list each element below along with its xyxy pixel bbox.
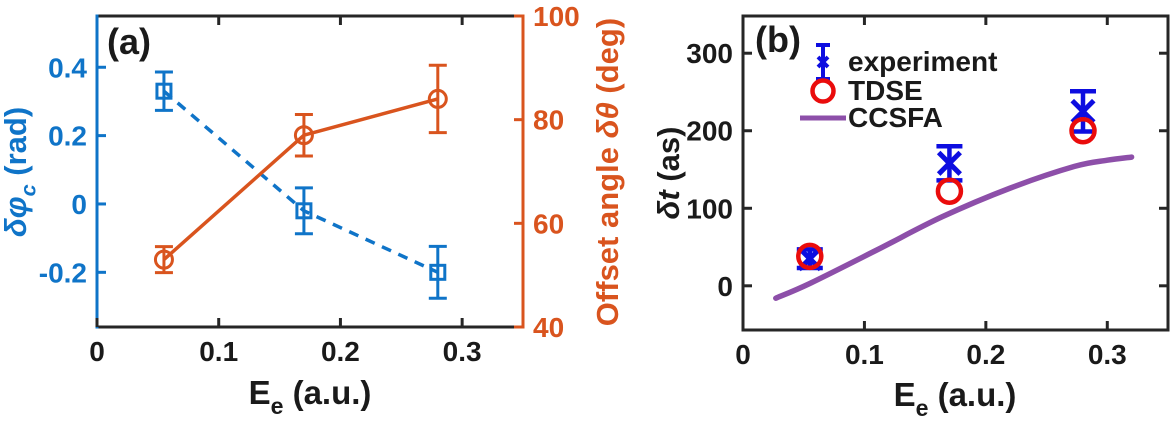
panel-b-chart: 0 0.1 0.2 0.3 300 200 100 0 Ee (a.u.) δt (as) (b) e… [651,14,1170,421]
y-tick-label-right: 80 [533,105,564,136]
panel-label: (a) [107,21,151,62]
panel-label: (b) [755,19,801,60]
y-tick-label-right: 60 [533,208,564,239]
x-tick-label: 0.3 [443,336,482,367]
y-tick-label-left: 0 [71,189,87,220]
x-axis-label: Ee (a.u.) [249,374,372,419]
y-tick-label-left: 300 [686,38,733,69]
x-tick-label: 0 [89,336,105,367]
offset-angle-marker [427,88,448,109]
experiment-marker [1070,98,1096,124]
y-tick-label-right: 40 [533,312,564,343]
offset-angle-marker [153,249,174,270]
legend-experiment-glyph [816,55,830,69]
x-axis-label: Ee (a.u.) [894,376,1017,421]
legend-tdse-glyph [810,78,836,104]
offset-angle-marker [293,125,314,146]
x-tick-label: 0.2 [321,336,360,367]
TDSE-marker [796,242,824,271]
phase-shift-marker [295,202,313,220]
phase-shift-marker [429,263,447,281]
y-tick-label-left: 0.2 [48,121,87,152]
x-tick-label: 0.3 [1088,339,1127,370]
offset-angle-line [162,97,439,261]
y-tick-label-left: 0.4 [48,52,87,83]
y-axis-label-right: Offset angle δθ (deg) [590,18,625,326]
y-axis-label-left: δt (as) [651,127,686,220]
x-tick-label: 0.2 [966,339,1005,370]
TDSE-marker [935,177,964,205]
phase-shift-marker [155,82,173,100]
y-tick-label-left: 100 [686,193,733,224]
legend-label-CCSFA: CCSFA [848,102,943,133]
legend-label-TDSE: TDSE [848,75,923,106]
y-tick-label-left: 0 [717,271,733,302]
experiment-marker [936,150,962,176]
x-tick-label: 0.1 [199,336,238,367]
y-tick-label-left: 200 [686,116,733,147]
y-tick-label-left: -0.2 [39,257,87,288]
legend-label-experiment: experiment [848,46,997,77]
panel-a-chart: 0 0.1 0.2 0.3 0.4 0.2 0 -0.2 100 80 60 40 Ee (a.u.) δ… [0,1,625,419]
x-tick-label: 0.1 [845,339,884,370]
phase-shift-line [162,89,439,274]
x-tick-label: 0 [735,339,751,370]
CCSFA-curve [773,154,1135,301]
y-tick-label-right: 100 [533,1,580,32]
y-axis-label-left: δφc (rad) [0,107,40,237]
TDSE-marker [1069,116,1097,145]
